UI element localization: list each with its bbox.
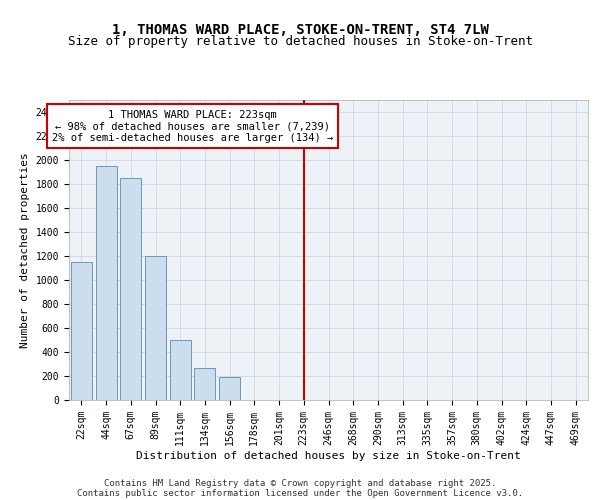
Bar <box>194 368 215 400</box>
Bar <box>95 166 116 400</box>
Bar <box>120 178 141 400</box>
Bar <box>170 340 191 400</box>
Bar <box>145 256 166 400</box>
Text: Contains HM Land Registry data © Crown copyright and database right 2025.: Contains HM Land Registry data © Crown c… <box>104 478 496 488</box>
Bar <box>71 262 92 400</box>
X-axis label: Distribution of detached houses by size in Stoke-on-Trent: Distribution of detached houses by size … <box>136 450 521 460</box>
Text: 1, THOMAS WARD PLACE, STOKE-ON-TRENT, ST4 7LW: 1, THOMAS WARD PLACE, STOKE-ON-TRENT, ST… <box>112 22 488 36</box>
Text: Contains public sector information licensed under the Open Government Licence v3: Contains public sector information licen… <box>77 488 523 498</box>
Text: 1 THOMAS WARD PLACE: 223sqm
← 98% of detached houses are smaller (7,239)
2% of s: 1 THOMAS WARD PLACE: 223sqm ← 98% of det… <box>52 110 333 143</box>
Bar <box>219 377 240 400</box>
Y-axis label: Number of detached properties: Number of detached properties <box>20 152 30 348</box>
Text: Size of property relative to detached houses in Stoke-on-Trent: Size of property relative to detached ho… <box>67 35 533 48</box>
